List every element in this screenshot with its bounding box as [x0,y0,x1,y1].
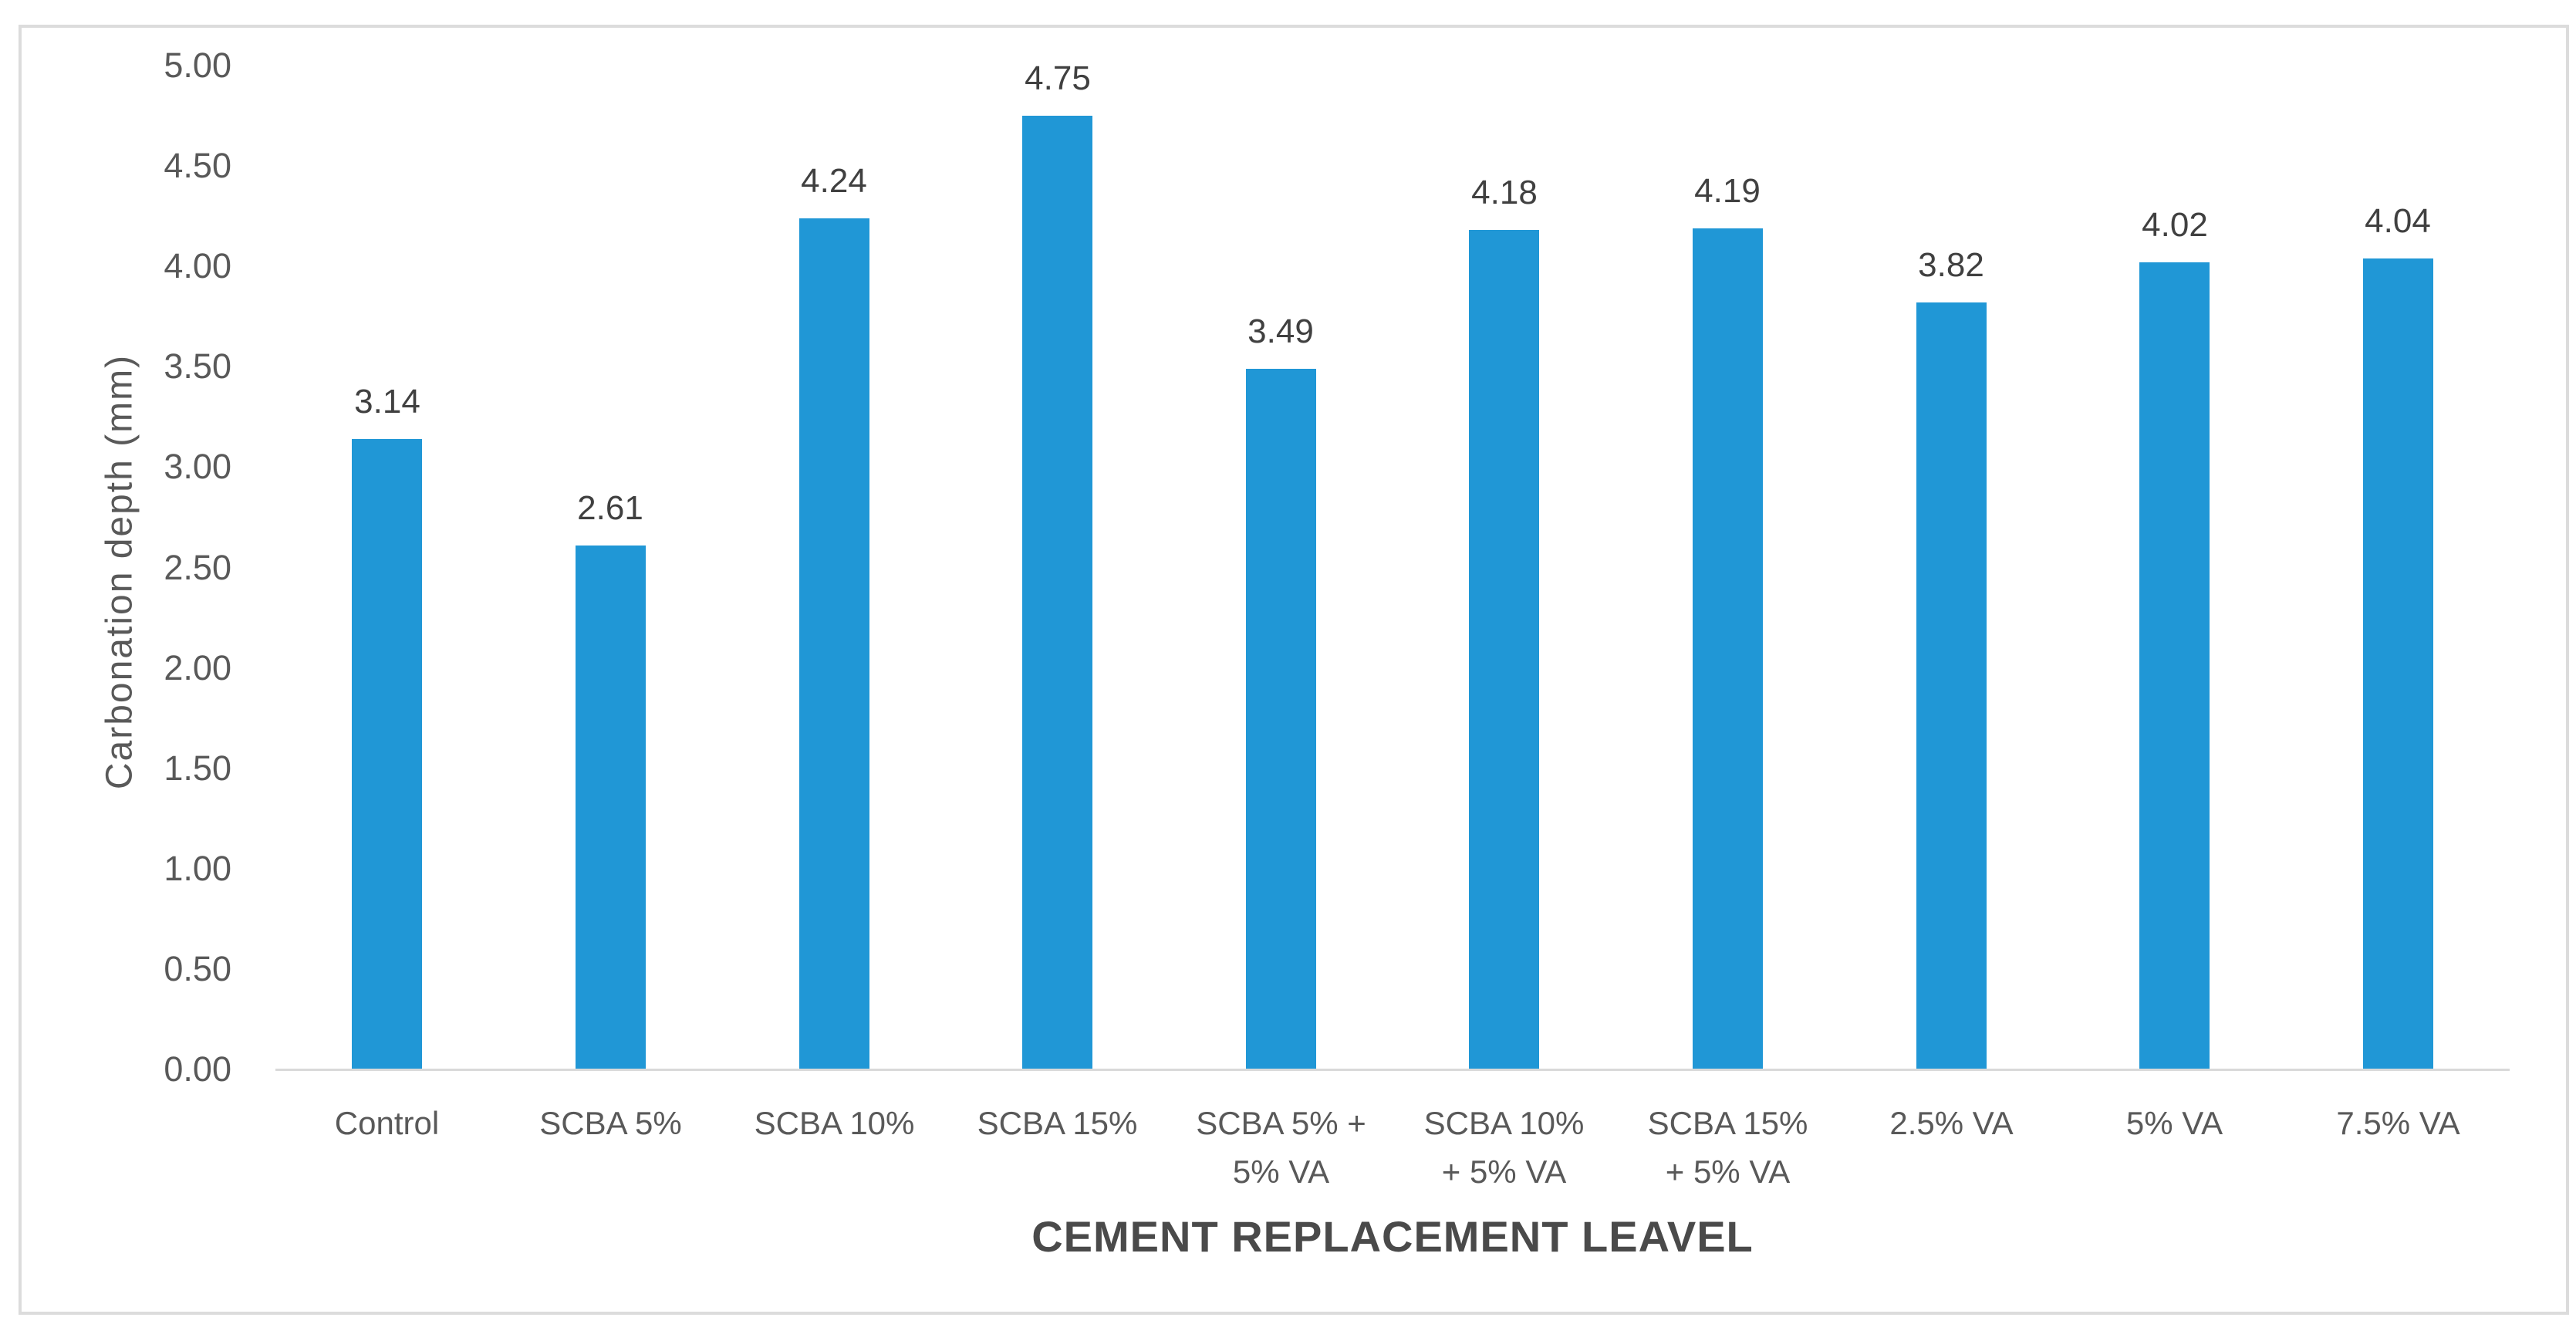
bar [2139,262,2210,1069]
y-tick-label: 1.50 [164,748,231,788]
bar-value-label: 4.75 [1025,59,1091,97]
y-tick-label: 3.00 [164,447,231,486]
y-tick-label: 2.00 [164,648,231,687]
x-category-label: SCBA 10% [754,1105,915,1141]
y-tick-label: 0.00 [164,1049,231,1089]
y-tick-label: 5.00 [164,46,231,85]
x-category-label: 5% VA [2125,1105,2223,1141]
x-category-label: SCBA 10% + 5% VA [1423,1105,1585,1190]
x-category-label: 7.5% VA [2336,1105,2460,1141]
y-tick-label: 1.00 [164,849,231,888]
y-tick-label: 4.00 [164,246,231,285]
y-tick-label: 0.50 [164,949,231,988]
x-category-label: Control [334,1105,440,1141]
bar [1246,369,1316,1069]
bar-value-label: 3.14 [354,383,420,421]
x-category-label: SCBA 15% [977,1105,1138,1141]
x-axis-line [275,1069,2510,1071]
y-tick-label: 2.50 [164,548,231,587]
bar [1693,228,1763,1069]
bar [352,439,422,1069]
y-tick-label: 3.50 [164,346,231,386]
x-category-label: 2.5% VA [1889,1105,2014,1141]
bar [576,546,646,1069]
bar-value-label: 4.24 [801,162,867,200]
y-tick-label: 4.50 [164,146,231,185]
bar [2363,258,2433,1069]
bar [799,218,869,1069]
x-category-label: SCBA 5% [539,1105,682,1141]
bar [1469,230,1539,1069]
bar [1022,116,1092,1069]
bar-value-label: 4.04 [2365,202,2431,240]
x-category-label: SCBA 5% + 5% VA [1196,1105,1366,1190]
bar-value-label: 4.02 [2142,206,2208,244]
bar-value-label: 4.19 [1694,172,1761,210]
bar [1916,302,1987,1069]
bar-value-label: 2.61 [577,489,643,527]
x-category-label: SCBA 15% + 5% VA [1647,1105,1808,1190]
bar-value-label: 4.18 [1471,174,1538,211]
bar-value-label: 3.82 [1918,246,1984,284]
x-axis-title: CEMENT REPLACEMENT LEAVEL [1031,1212,1754,1261]
bar-value-label: 3.49 [1247,312,1314,350]
